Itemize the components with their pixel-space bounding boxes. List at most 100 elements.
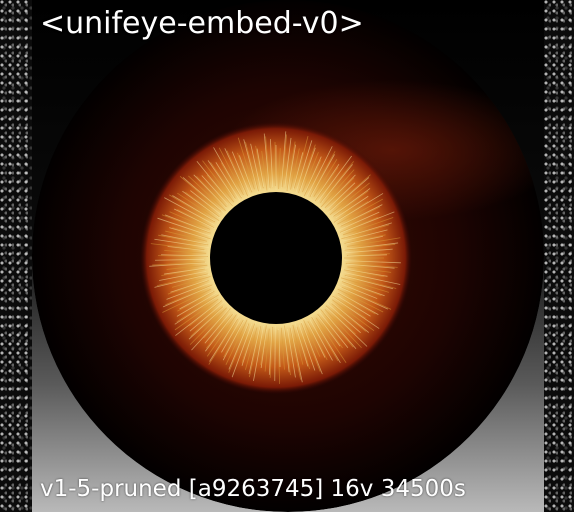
- iris-fiber: [332, 188, 371, 217]
- iris-fiber: [261, 150, 268, 191]
- iris-fiber: [277, 329, 280, 384]
- iris-fiber: [155, 258, 205, 261]
- iris-fiber: [301, 321, 323, 375]
- iris-fiber: [172, 227, 211, 240]
- iris-fiber: [162, 288, 212, 313]
- iris-fiber: [193, 174, 228, 209]
- iris-fiber: [342, 217, 394, 236]
- iris-fiber: [307, 322, 326, 358]
- iris-fiber: [245, 327, 258, 370]
- iris-fiber: [167, 246, 206, 251]
- iris-fiber: [339, 204, 383, 227]
- iris-fiber: [150, 243, 205, 251]
- iris-fiber: [331, 299, 375, 332]
- iris-fiber: [274, 325, 276, 381]
- iris-fiber: [340, 206, 381, 227]
- iris-fiber: [149, 262, 207, 267]
- iris-fiber: [154, 238, 209, 249]
- iris-fiber: [204, 313, 231, 344]
- iris-fiber: [166, 264, 208, 270]
- iris-fiber: [295, 140, 313, 194]
- iris-fiber: [182, 190, 221, 219]
- iris-fiber: [209, 314, 240, 362]
- iris-fiber: [337, 288, 384, 313]
- iris-fiber: [165, 284, 213, 306]
- iris-fiber: [306, 146, 333, 197]
- iris-fiber: [344, 234, 386, 244]
- iris-fiber: [263, 133, 270, 190]
- iris-fiber: [265, 136, 271, 189]
- iris-fiber: [164, 197, 215, 226]
- iris-fiber: [339, 216, 379, 233]
- iris-fiber: [161, 234, 208, 245]
- iris-fiber: [269, 326, 274, 378]
- iris-fiber: [325, 306, 368, 347]
- iris-fiber: [309, 151, 336, 197]
- iris-fiber: [298, 324, 316, 371]
- iris-fiber: [189, 307, 227, 345]
- iris-fiber: [166, 282, 211, 300]
- iris-fiber: [169, 194, 216, 223]
- iris-fiber: [253, 325, 264, 382]
- iris-fiber: [169, 211, 211, 230]
- iris-fiber: [286, 141, 296, 191]
- iris-fiber: [188, 306, 225, 340]
- iris-fiber: [292, 324, 304, 365]
- iris-fiber: [208, 318, 238, 365]
- iris-fiber: [256, 148, 265, 188]
- iris-fiber: [224, 148, 246, 193]
- iris-fiber: [278, 328, 281, 367]
- iris-fiber: [337, 291, 379, 316]
- iris-fiber: [294, 323, 309, 367]
- iris-fiber: [283, 325, 291, 376]
- iris-fiber: [255, 145, 264, 189]
- pupil: [210, 192, 342, 324]
- iris-fiber: [158, 234, 209, 246]
- iris-fiber: [323, 174, 356, 209]
- iris-fiber: [341, 211, 395, 233]
- iris-fiber: [188, 175, 226, 212]
- iris-fiber: [158, 255, 209, 258]
- iris-fiber: [177, 192, 220, 222]
- iris-fiber: [344, 275, 397, 289]
- iris-fiber: [269, 139, 274, 188]
- iris-fiber: [228, 323, 250, 373]
- iris-fiber: [318, 311, 349, 348]
- iris-fiber: [250, 143, 262, 190]
- iris-fiber: [303, 319, 321, 357]
- iris-fiber: [268, 327, 273, 375]
- iris-fiber: [337, 211, 380, 231]
- iris-fiber: [165, 230, 208, 242]
- iris-fiber: [326, 302, 361, 334]
- iris-fiber: [347, 266, 392, 273]
- iris-fiber: [290, 148, 300, 190]
- iris-fiber: [171, 276, 211, 288]
- left-noise-border: [0, 0, 32, 512]
- iris-fiber: [317, 314, 343, 349]
- iris-fiber: [173, 208, 215, 229]
- iris-fiber: [315, 317, 347, 363]
- iris-fiber: [320, 169, 355, 208]
- model-footer: v1-5-pruned [a9263745] 16v 34500s: [40, 476, 466, 502]
- iris-fiber: [162, 284, 214, 308]
- iris-fiber: [343, 268, 388, 277]
- iris-fiber: [334, 193, 384, 223]
- iris-fiber: [189, 301, 225, 332]
- iris-fiber: [215, 162, 241, 201]
- iris-fiber: [325, 305, 356, 335]
- iris-fiber: [341, 284, 378, 299]
- iris-fiber: [222, 319, 245, 361]
- iris-fiber: [237, 137, 255, 190]
- iris-fiber: [303, 159, 322, 197]
- iris-fiber: [164, 267, 209, 275]
- iris-fiber: [191, 308, 230, 351]
- iris-fiber: [289, 327, 302, 380]
- iris-fiber: [260, 325, 267, 365]
- iris-fiber: [281, 134, 288, 188]
- iris-fiber: [179, 290, 214, 310]
- iris-fiber: [337, 295, 371, 317]
- iris-fiber: [335, 195, 369, 219]
- iris-fiber: [341, 224, 390, 240]
- iris-fiber: [248, 326, 262, 378]
- iris-fiber: [346, 253, 390, 256]
